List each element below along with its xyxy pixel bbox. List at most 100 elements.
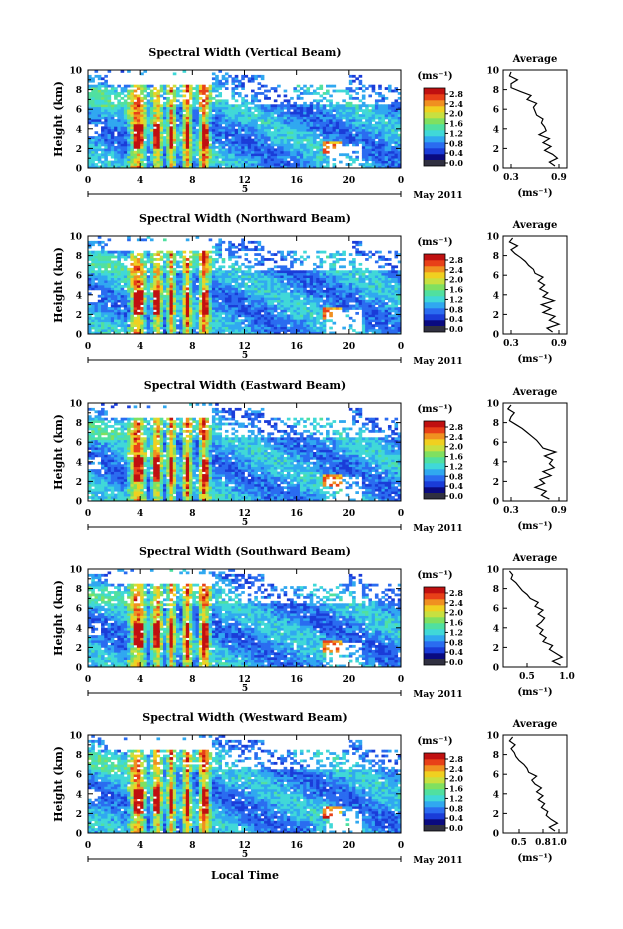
heatmap-cell	[231, 292, 236, 296]
heatmap-cell	[114, 145, 118, 149]
heatmap-cell	[149, 96, 154, 100]
heatmap-cell	[221, 101, 226, 105]
heatmap-cell	[368, 119, 373, 122]
heatmap-cell	[179, 101, 183, 105]
x-tick-label: 20	[343, 176, 356, 186]
heatmap-cell	[218, 138, 223, 142]
heatmap-cell	[107, 143, 112, 147]
heatmap-cell	[283, 258, 288, 261]
heatmap-cell	[237, 153, 242, 157]
heatmap-cell	[101, 148, 105, 152]
heatmap-cell	[198, 324, 203, 327]
heatmap-cell	[277, 116, 281, 120]
heatmap-cell	[254, 158, 258, 161]
heatmap-cell	[185, 111, 190, 115]
heatmap-cell	[234, 79, 239, 83]
heatmap-cell	[189, 141, 193, 144]
heatmap-cell	[104, 126, 108, 130]
heatmap-cell	[153, 150, 157, 154]
heatmap-cell	[146, 302, 151, 305]
heatmap-cell	[384, 106, 389, 110]
heatmap-cell	[228, 148, 232, 152]
heatmap-cell	[283, 272, 288, 276]
heatmap-cell	[384, 96, 389, 100]
heatmap-cell	[120, 311, 125, 315]
heatmap-cell	[146, 270, 151, 274]
heatmap-cell	[286, 329, 291, 332]
heatmap-cell	[273, 150, 278, 154]
heatmap-cell	[277, 133, 281, 137]
heatmap-cell	[286, 272, 291, 276]
heatmap-cell	[192, 265, 196, 269]
heatmap-cell	[374, 121, 379, 125]
heatmap-cell	[195, 101, 200, 105]
heatmap-cell	[299, 289, 304, 293]
heatmap-cell	[267, 89, 271, 93]
heatmap-cell	[189, 109, 193, 112]
heatmap-cell	[237, 121, 242, 125]
heatmap-cell	[185, 155, 190, 159]
heatmap-cell	[185, 307, 190, 310]
heatmap-cell	[143, 297, 148, 301]
heatmap-cell	[130, 326, 134, 330]
heatmap-cell	[172, 158, 177, 161]
heatmap-cell	[283, 316, 288, 320]
heatmap-cell	[306, 104, 311, 108]
heatmap-cell	[127, 138, 131, 142]
heatmap-cell	[110, 163, 115, 166]
heatmap-cell	[257, 282, 262, 286]
heatmap-cell	[110, 148, 115, 152]
heatmap-cell	[189, 265, 193, 269]
heatmap-cell	[107, 238, 112, 242]
heatmap-cell	[273, 253, 278, 256]
heatmap-cell	[368, 131, 373, 135]
heatmap-cell	[332, 158, 337, 161]
heatmap-cell	[176, 153, 180, 157]
heatmap-cell	[133, 128, 138, 132]
heatmap-cell	[166, 155, 170, 159]
heatmap-cell	[143, 316, 148, 320]
heatmap-cell	[234, 275, 239, 278]
heatmap-cell	[358, 79, 363, 83]
heatmap-cell	[247, 285, 252, 288]
heatmap-cell	[166, 92, 170, 95]
heatmap-cell	[94, 270, 99, 274]
heatmap-cell	[169, 136, 174, 139]
heatmap-cell	[247, 329, 252, 332]
heatmap-cell	[153, 285, 157, 288]
heatmap-cell	[143, 111, 148, 115]
heatmap-cell	[303, 297, 307, 301]
heatmap-cell	[140, 299, 144, 303]
heatmap-cell	[358, 104, 363, 108]
heatmap-cell	[198, 262, 203, 266]
heatmap-cell	[192, 289, 196, 293]
heatmap-cell	[205, 319, 209, 323]
heatmap-cell	[241, 329, 245, 332]
heatmap-cell	[110, 260, 115, 264]
heatmap-cell	[172, 272, 177, 276]
heatmap-cell	[348, 79, 353, 83]
heatmap-cell	[88, 250, 92, 254]
heatmap-cell	[270, 153, 275, 157]
heatmap-cell	[166, 89, 170, 93]
heatmap-cell	[104, 82, 108, 86]
heatmap-cell	[94, 148, 99, 152]
heatmap-cell	[149, 128, 154, 132]
heatmap-cell	[231, 160, 236, 164]
heatmap-cell	[228, 240, 232, 244]
heatmap-cell	[205, 150, 209, 154]
heatmap-cell	[185, 141, 190, 144]
heatmap-cell	[251, 123, 255, 127]
y-tick-label: 0	[76, 165, 82, 175]
heatmap-cell	[387, 131, 392, 135]
heatmap-cell	[290, 255, 294, 259]
heatmap-cell	[267, 111, 271, 115]
heatmap-cell	[264, 294, 268, 298]
heatmap-cell	[254, 165, 258, 169]
heatmap-cell	[342, 114, 346, 117]
heatmap-cell	[312, 121, 317, 125]
heatmap-cell	[123, 94, 128, 98]
heatmap-cell	[143, 109, 148, 112]
heatmap-cell	[114, 297, 118, 301]
heatmap-cell	[159, 131, 164, 135]
